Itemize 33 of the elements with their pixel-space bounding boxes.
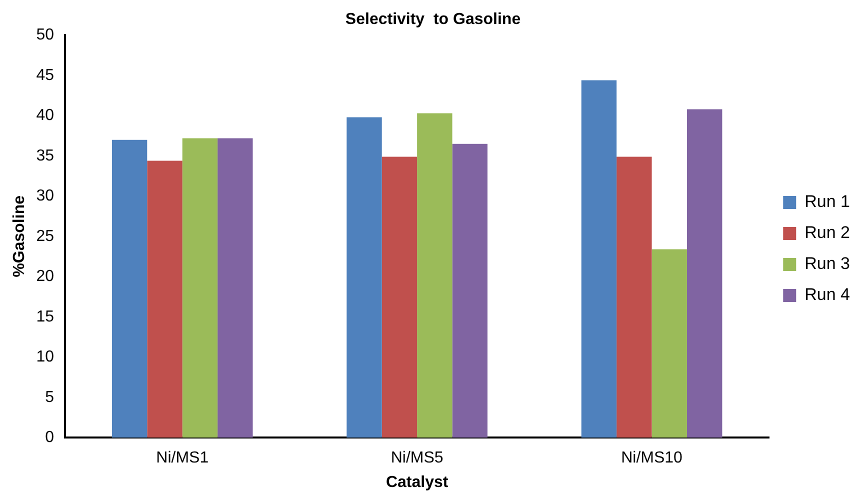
- y-tick-label: 45: [36, 66, 54, 84]
- y-tick-label: 5: [45, 388, 54, 406]
- bar: [346, 117, 382, 438]
- y-tick-label: 25: [36, 228, 54, 245]
- bar: [417, 113, 452, 438]
- y-tick-label: 15: [36, 308, 54, 326]
- bar: [112, 140, 148, 438]
- y-tick-label: 50: [36, 26, 54, 44]
- bar: [616, 156, 652, 438]
- bar: [218, 138, 253, 438]
- bar: [686, 109, 722, 438]
- y-tick-label: 30: [36, 188, 54, 205]
- y-tick-label: 40: [36, 107, 54, 124]
- bar: [147, 160, 182, 438]
- legend-label: Run 2: [804, 223, 850, 242]
- bar: [182, 138, 218, 438]
- legend-label: Run 4: [804, 285, 850, 304]
- bar: [581, 80, 617, 438]
- x-tick-label: Ni/MS1: [156, 450, 209, 467]
- x-axis-title: Catalyst: [386, 474, 449, 491]
- y-tick-label: 10: [36, 348, 54, 366]
- y-tick-label: 20: [36, 268, 54, 286]
- y-tick-label: 35: [36, 147, 54, 164]
- bar: [382, 156, 418, 438]
- y-axis-title: %Gasoline: [11, 195, 28, 278]
- chart-title: Selectivity to Gasoline: [345, 11, 521, 28]
- bar: [452, 144, 488, 438]
- x-tick-label: Ni/MS10: [621, 450, 683, 467]
- y-tick-label: 0: [45, 429, 54, 446]
- legend-label: Run 1: [804, 192, 850, 212]
- legend-label: Run 3: [804, 254, 850, 274]
- x-tick-label: Ni/MS5: [390, 450, 444, 467]
- bar: [652, 249, 687, 438]
